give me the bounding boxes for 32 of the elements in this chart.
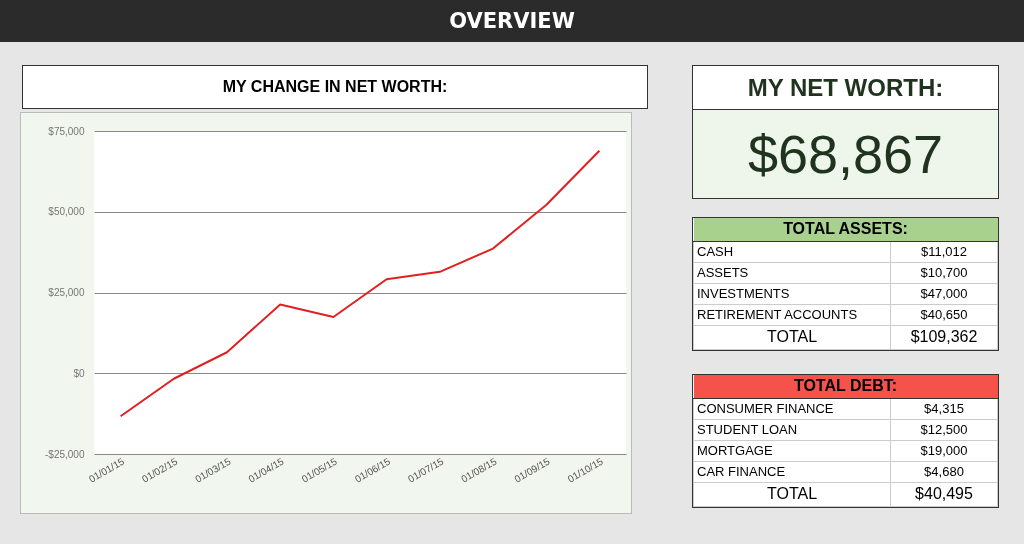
line-series [119, 149, 601, 418]
text: $19,000 [890, 440, 998, 461]
text: CAR FINANCE [693, 461, 891, 482]
text: TOTAL DEBT: [693, 375, 998, 398]
text: $4,680 [890, 461, 998, 482]
text: $40,495 [890, 482, 998, 506]
text: $10,700 [890, 262, 998, 283]
y-tick-label: -$25,000 [45, 448, 85, 460]
text: $4,315 [890, 398, 998, 419]
y-tick-label: $25,000 [48, 287, 85, 298]
text: $47,000 [890, 283, 998, 304]
text: TOTAL ASSETS: [693, 218, 998, 241]
text: $11,012 [890, 241, 998, 262]
text: MY NET WORTH: [693, 66, 998, 110]
text: CASH [693, 241, 891, 262]
text: ASSETS [693, 262, 891, 283]
text: $68,867 [746, 123, 945, 186]
text: CONSUMER FINANCE [693, 398, 891, 419]
y-tick-label: $75,000 [48, 125, 85, 137]
text: MORTGAGE [693, 440, 891, 461]
text: $12,500 [890, 419, 998, 440]
text: $109,362 [890, 325, 998, 349]
text: OVERVIEW [0, 0, 1024, 42]
y-tick-label: $50,000 [48, 206, 85, 218]
text: RETIREMENT ACCOUNTS [693, 304, 891, 325]
y-tick-label: $0 [73, 367, 85, 379]
text: STUDENT LOAN [693, 419, 891, 440]
text: INVESTMENTS [693, 283, 891, 304]
chart-title: MY CHANGE IN NET WORTH: [22, 65, 648, 109]
text: TOTAL [693, 482, 891, 506]
text: $40,650 [890, 304, 998, 325]
text: TOTAL [693, 325, 891, 349]
